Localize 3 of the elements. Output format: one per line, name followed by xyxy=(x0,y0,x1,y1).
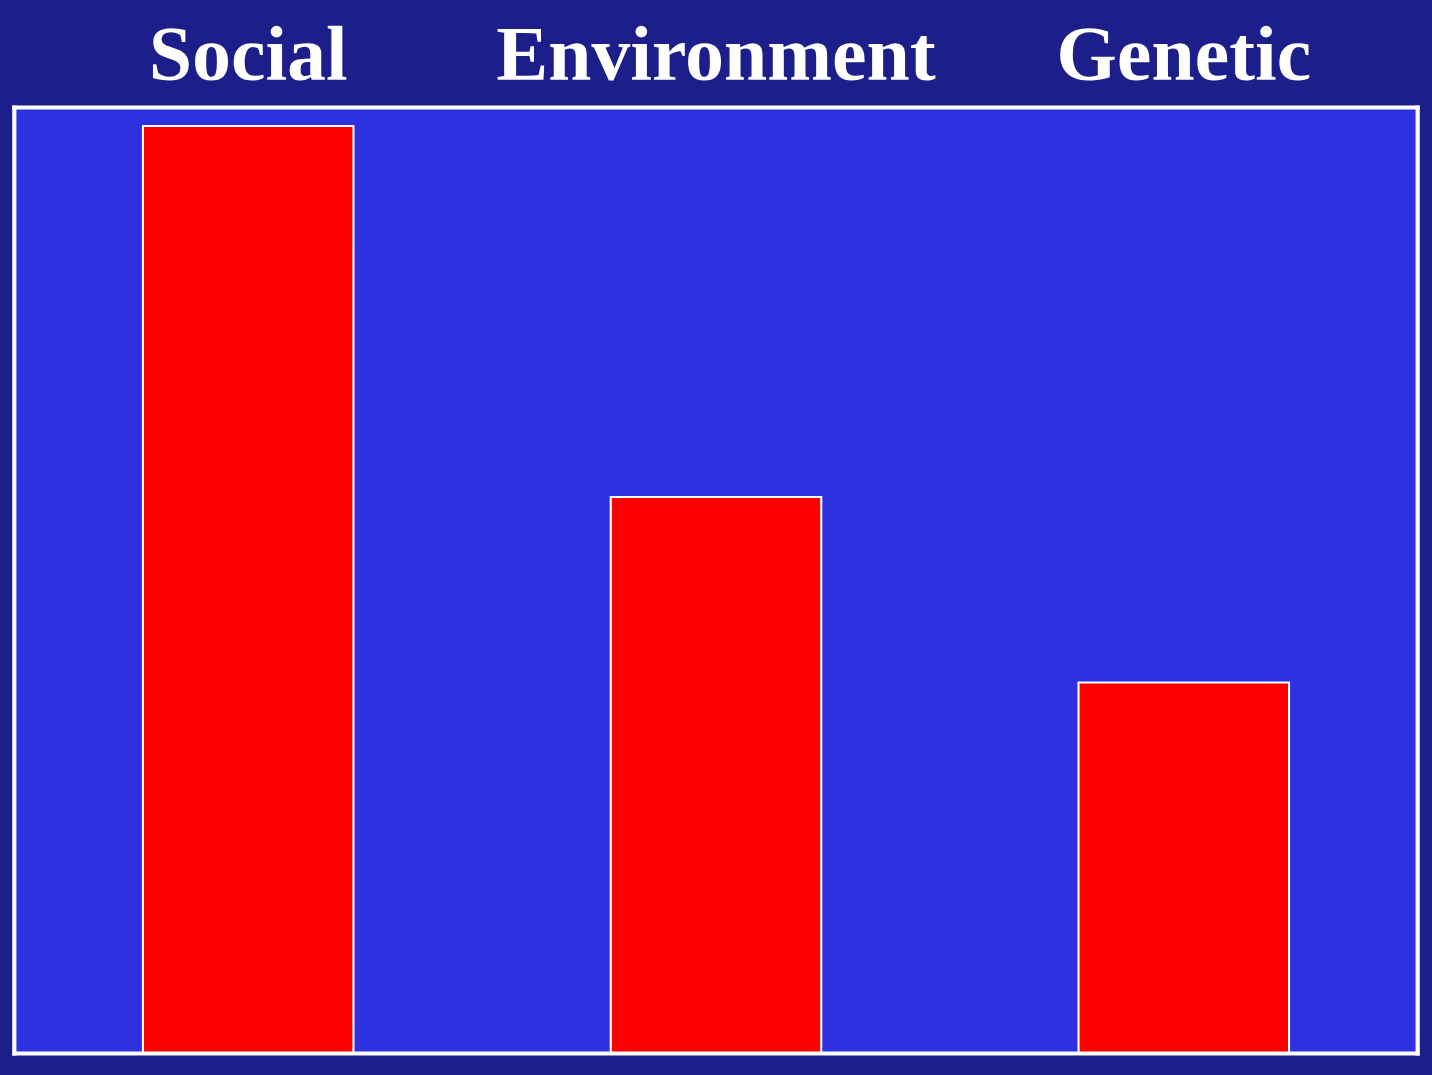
x-tick-label: Genetic xyxy=(1060,25,1310,81)
x-tick-label: Social xyxy=(152,25,347,81)
x-tick-label: Environment xyxy=(497,25,936,81)
